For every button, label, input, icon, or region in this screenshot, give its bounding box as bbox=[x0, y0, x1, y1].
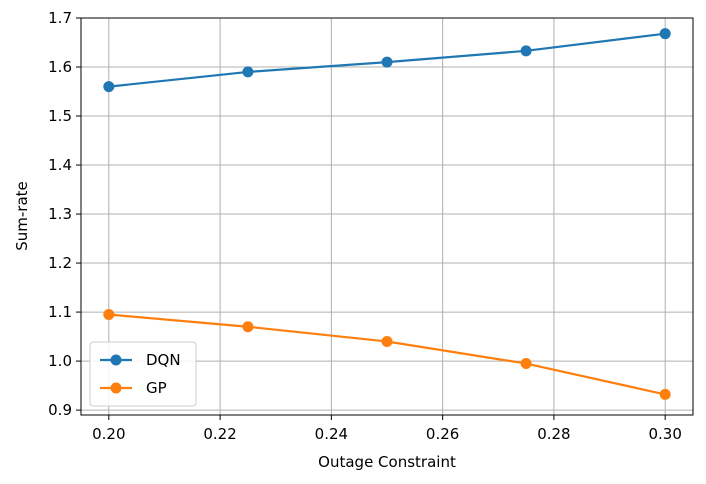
x-tick-label: 0.24 bbox=[315, 425, 348, 443]
x-tick-label: 0.26 bbox=[426, 425, 459, 443]
y-tick-label: 1.6 bbox=[48, 58, 72, 76]
data-point-gp bbox=[659, 388, 671, 400]
y-tick-label: 1.2 bbox=[48, 254, 72, 272]
legend-swatch-marker bbox=[110, 382, 122, 394]
x-axis-label: Outage Constraint bbox=[318, 453, 456, 471]
legend-label-dqn: DQN bbox=[146, 351, 181, 369]
plot-frame bbox=[80, 17, 694, 416]
x-tick-label: 0.22 bbox=[203, 425, 236, 443]
y-tick-label: 1.1 bbox=[48, 303, 72, 321]
x-tick-label: 0.20 bbox=[92, 425, 125, 443]
y-tick-label: 0.9 bbox=[48, 401, 72, 419]
y-axis-label: Sum-rate bbox=[13, 181, 31, 251]
data-point-gp bbox=[520, 358, 532, 370]
data-point-dqn bbox=[381, 56, 393, 68]
data-point-gp bbox=[103, 309, 115, 321]
y-tick-label: 1.3 bbox=[48, 205, 72, 223]
legend: DQN GP bbox=[89, 341, 197, 407]
x-tick-label: 0.28 bbox=[537, 425, 570, 443]
y-tick-label: 1.5 bbox=[48, 107, 72, 125]
data-point-dqn bbox=[659, 28, 671, 40]
legend-swatch-marker bbox=[110, 354, 122, 366]
y-tick-label: 1.4 bbox=[48, 156, 72, 174]
y-tick-label: 1.0 bbox=[48, 352, 72, 370]
data-point-gp bbox=[242, 321, 254, 333]
y-tick-label: 1.7 bbox=[48, 9, 72, 27]
data-point-dqn bbox=[520, 45, 532, 57]
data-point-dqn bbox=[242, 66, 254, 78]
legend-label-gp: GP bbox=[146, 379, 167, 397]
series-group bbox=[103, 28, 671, 400]
data-point-gp bbox=[381, 335, 393, 347]
x-tick-label: 0.30 bbox=[648, 425, 681, 443]
data-point-dqn bbox=[103, 81, 115, 93]
ticks: 0.20 0.22 0.24 0.26 0.28 0.30 0.9 1.0 1.1 1.2 1.3 1… bbox=[48, 9, 682, 443]
